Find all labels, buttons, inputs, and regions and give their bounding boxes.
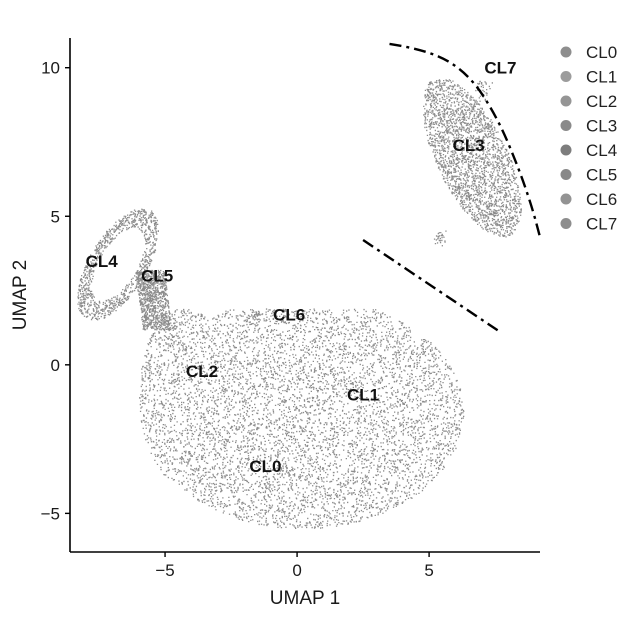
legend-marker-cl6 [561, 194, 572, 205]
annotation-layer [363, 44, 540, 332]
y-tick-label: −5 [41, 504, 60, 523]
legend-label-cl4: CL4 [586, 141, 617, 160]
cluster-label-cl0: CL0 [249, 457, 281, 476]
legend-label-cl5: CL5 [586, 166, 617, 185]
legend-marker-cl0 [561, 47, 572, 58]
x-tick-label: 5 [424, 561, 433, 580]
legend-marker-cl3 [561, 120, 572, 131]
cluster-label-cl4: CL4 [86, 252, 119, 271]
legend-marker-cl4 [561, 145, 572, 156]
cluster-label-cl2: CL2 [186, 362, 218, 381]
legend-marker-cl1 [561, 71, 572, 82]
x-axis-title: UMAP 1 [270, 588, 340, 609]
legend-label-cl6: CL6 [586, 190, 617, 209]
legend: CL0 CL1 CL2 CL3 CL4 CL5 CL6 CL7 [561, 43, 618, 234]
y-tick-label: 5 [51, 207, 60, 226]
legend-label-cl3: CL3 [586, 117, 617, 136]
legend-label-cl7: CL7 [586, 215, 617, 234]
cluster-label-cl3: CL3 [453, 136, 485, 155]
legend-marker-cl5 [561, 169, 572, 180]
cluster-label-cl6: CL6 [273, 305, 305, 324]
y-tick-label: 10 [41, 59, 60, 78]
legend-marker-cl2 [561, 96, 572, 107]
y-tick-label: 0 [51, 356, 60, 375]
legend-label-cl0: CL0 [586, 43, 617, 62]
cluster-label-cl7: CL7 [484, 59, 516, 78]
legend-marker-cl7 [561, 218, 572, 229]
legend-label-cl1: CL1 [586, 68, 617, 87]
dash-dot-line-annotation [363, 240, 500, 332]
y-axis-title: UMAP 2 [10, 260, 31, 330]
legend-label-cl2: CL2 [586, 92, 617, 111]
cluster-label-cl5: CL5 [141, 267, 173, 286]
x-tick-label: −5 [155, 561, 174, 580]
cluster-label-cl1: CL1 [347, 386, 379, 405]
x-tick-label: 0 [292, 561, 301, 580]
